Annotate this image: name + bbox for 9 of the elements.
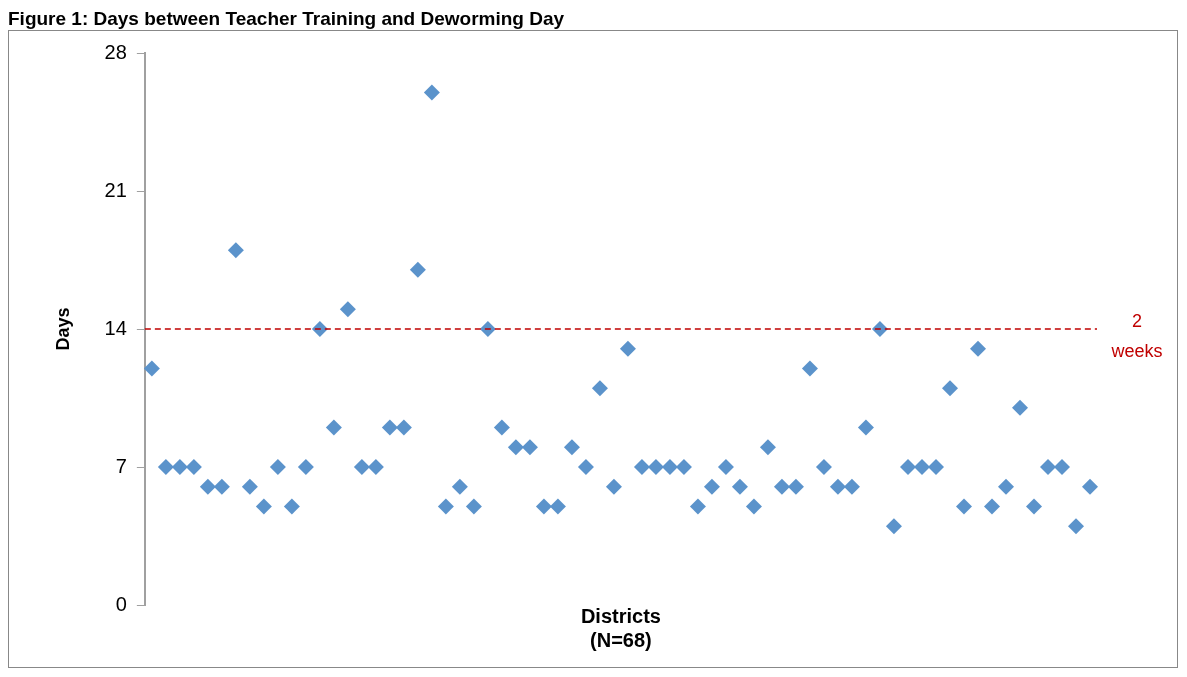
ref-line-label: 2 weeks <box>1110 310 1163 361</box>
y-tick-label: 0 <box>115 592 127 615</box>
y-tick-label: 28 <box>104 40 127 63</box>
y-tick-label: 7 <box>115 454 127 477</box>
y-axis-title: Days <box>52 307 73 351</box>
y-tick-label: 14 <box>104 316 127 339</box>
y-tick-label: 21 <box>104 178 127 201</box>
x-axis-title: Districts (N=68) <box>580 604 661 651</box>
chart-title: Figure 1: Days between Teacher Training and Deworming Day <box>8 8 566 30</box>
